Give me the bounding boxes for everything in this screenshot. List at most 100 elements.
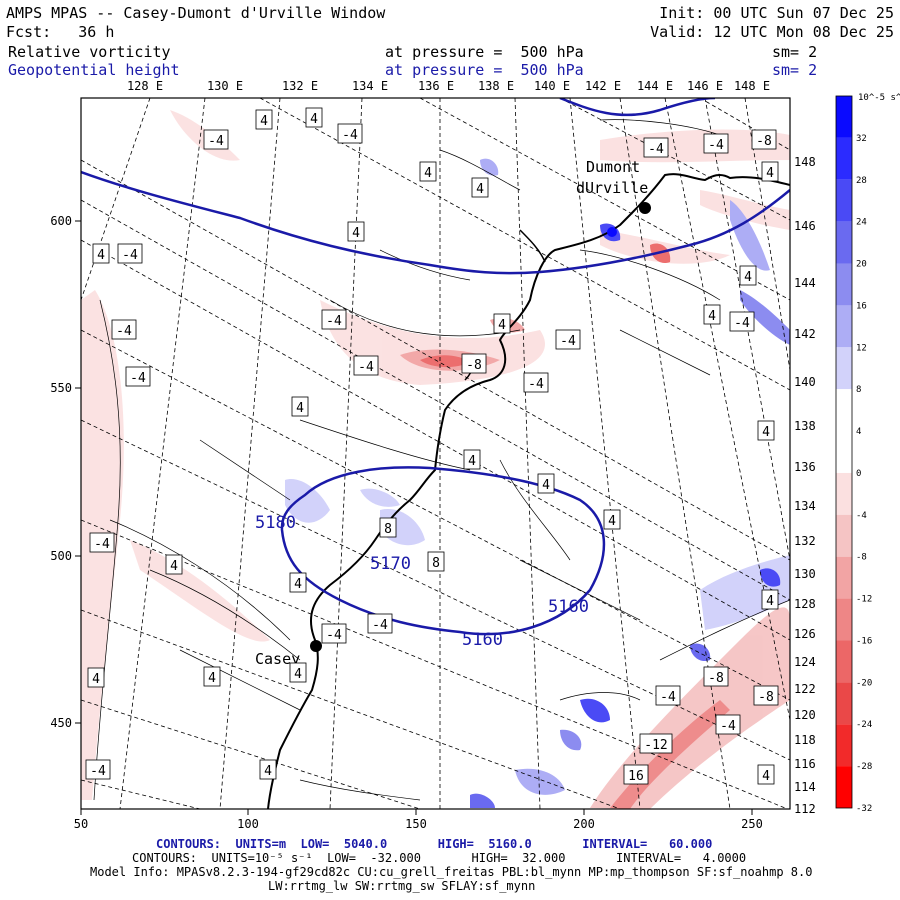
model-info: Model Info: MPASv8.2.3-194-gf29cd82c CU:… bbox=[90, 865, 813, 879]
vorticity-label-box bbox=[85, 759, 111, 780]
vorticity-label-box bbox=[703, 133, 729, 154]
y-tick-label: 550 bbox=[50, 381, 72, 395]
y-tick-label: 600 bbox=[50, 214, 72, 228]
vorticity-label: -4 bbox=[372, 618, 388, 633]
lat-label: 138 bbox=[794, 419, 816, 433]
vorticity-label: 4 bbox=[296, 401, 304, 416]
vorticity-label-box bbox=[643, 137, 669, 158]
vorticity-label: 4 bbox=[97, 248, 105, 263]
lat-label: 116 bbox=[794, 757, 816, 771]
smoothing-vorticity: sm= 2 bbox=[772, 43, 818, 61]
vorticity-label: -4 bbox=[122, 248, 138, 263]
lat-label: 112 bbox=[794, 802, 816, 816]
vorticity-label: 4 bbox=[294, 667, 302, 682]
colorbar-swatch bbox=[836, 305, 852, 348]
vorticity-label-box bbox=[655, 685, 681, 706]
vorticity-label-box bbox=[493, 313, 511, 334]
pressure-level-height: at pressure = 500 hPa bbox=[385, 61, 584, 79]
vorticity-contour-info: CONTOURS: UNITS=10⁻⁵ s⁻¹ LOW= -32.000 HI… bbox=[132, 851, 747, 865]
lat-label: 126 bbox=[794, 627, 816, 641]
colorbar-swatch bbox=[836, 347, 852, 390]
colorbar-tick-label: -20 bbox=[856, 678, 872, 688]
vorticity-label: -4 bbox=[130, 371, 146, 386]
colorbar-tick-label: 0 bbox=[856, 469, 861, 479]
vorticity-label: -4 bbox=[90, 764, 106, 779]
vorticity-label-box bbox=[379, 517, 397, 538]
vorticity-label-box bbox=[753, 685, 779, 706]
colorbar-tick-label: -16 bbox=[856, 636, 872, 646]
colorbar-tick-label: 16 bbox=[856, 301, 867, 311]
vorticity-label-box bbox=[353, 355, 379, 376]
height-contour-info: CONTOURS: UNITS=m LOW= 5040.0 HIGH= 5160… bbox=[156, 837, 713, 851]
vorticity-label-box bbox=[623, 764, 649, 785]
vorticity-label: -4 bbox=[358, 360, 374, 375]
colorbar-swatch bbox=[836, 431, 852, 473]
lat-label: 144 bbox=[794, 276, 816, 290]
lon-label: 128 E bbox=[127, 79, 163, 93]
lon-label: 142 E bbox=[585, 79, 621, 93]
vorticity-label-box bbox=[761, 589, 779, 610]
vorticity-label: -4 bbox=[326, 628, 342, 643]
lat-label: 148 bbox=[794, 155, 816, 169]
vorticity-label: -8 bbox=[756, 134, 772, 149]
colorbar-swatch bbox=[836, 724, 852, 767]
vorticity-label: -4 bbox=[94, 537, 110, 552]
vorticity-label-box bbox=[537, 473, 555, 494]
init-time: Init: 00 UTC Sun 07 Dec 25 bbox=[659, 4, 894, 22]
colorbar-swatch bbox=[836, 766, 852, 808]
vorticity-label-box bbox=[471, 177, 489, 198]
colorbar-tick-label: 20 bbox=[856, 260, 867, 270]
lon-label: 140 E bbox=[534, 79, 570, 93]
lat-label: 120 bbox=[794, 708, 816, 722]
vorticity-label: 4 bbox=[208, 671, 216, 686]
vorticity-label: 4 bbox=[766, 594, 774, 609]
colorbar-tick-label: 4 bbox=[856, 427, 861, 437]
x-tick-label: 100 bbox=[237, 817, 259, 831]
vorticity-label-box bbox=[419, 161, 437, 182]
vorticity-max-marker bbox=[607, 227, 617, 237]
colorbar-tick-label: -24 bbox=[856, 720, 872, 730]
vorticity-label: 8 bbox=[384, 522, 392, 537]
colorbar-swatch bbox=[836, 514, 852, 557]
vorticity-label-box bbox=[337, 123, 363, 144]
x-tick-label: 150 bbox=[405, 817, 427, 831]
vorticity-label: 4 bbox=[468, 454, 476, 469]
vorticity-label-box bbox=[523, 372, 549, 393]
colorbar-swatch bbox=[836, 137, 852, 180]
vorticity-label: 16 bbox=[628, 769, 644, 784]
vorticity-label: -8 bbox=[708, 671, 724, 686]
vorticity-label: 4 bbox=[170, 559, 178, 574]
vorticity-label-box bbox=[757, 764, 775, 785]
vorticity-label-box bbox=[165, 554, 183, 575]
colorbar-tick-label: -4 bbox=[856, 511, 867, 521]
valid-time: Valid: 12 UTC Mon 08 Dec 25 bbox=[650, 23, 894, 41]
vorticity-label-box bbox=[751, 129, 777, 150]
vorticity-label: -4 bbox=[708, 138, 724, 153]
colorbar-swatch bbox=[836, 179, 852, 222]
vorticity-label-box bbox=[87, 667, 105, 688]
colorbar-tick-label: -32 bbox=[856, 804, 872, 814]
vorticity-label: 4 bbox=[766, 166, 774, 181]
vorticity-label-box bbox=[321, 623, 347, 644]
lon-label: 144 E bbox=[637, 79, 673, 93]
y-tick-label: 500 bbox=[50, 549, 72, 563]
lon-label: 148 E bbox=[734, 79, 770, 93]
colorbar-swatch bbox=[836, 263, 852, 306]
vorticity-label-box bbox=[125, 366, 151, 387]
x-tick-label: 250 bbox=[741, 817, 763, 831]
vorticity-label: -4 bbox=[342, 128, 358, 143]
vorticity-label: -4 bbox=[326, 314, 342, 329]
vorticity-label: 4 bbox=[762, 769, 770, 784]
colorbar-unit: 10^-5 s^-1 bbox=[858, 93, 900, 103]
dumont-durville-marker bbox=[639, 202, 651, 214]
pressure-level-vorticity: at pressure = 500 hPa bbox=[385, 43, 584, 61]
vorticity-label: -8 bbox=[758, 690, 774, 705]
lon-label: 134 E bbox=[352, 79, 388, 93]
vorticity-label-box bbox=[203, 666, 221, 687]
plot-area bbox=[81, 98, 790, 809]
vorticity-label: 4 bbox=[310, 112, 318, 127]
vorticity-label: -4 bbox=[734, 316, 750, 331]
lat-label: 130 bbox=[794, 567, 816, 581]
vorticity-label-box bbox=[603, 509, 621, 530]
